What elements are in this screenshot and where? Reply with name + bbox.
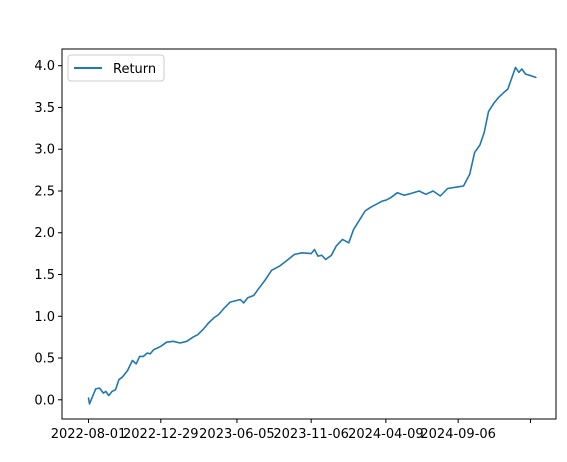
x-tick-label: 2023-11-06 xyxy=(273,427,349,442)
x-tick-label: 2022-12-29 xyxy=(123,427,199,442)
y-tick-label: 3.0 xyxy=(34,143,55,158)
x-tick-label: 2023-06-05 xyxy=(199,427,275,442)
x-tick-label: 2024-09-06 xyxy=(420,427,496,442)
y-tick-label: 1.0 xyxy=(34,310,55,325)
y-tick-label: 0.5 xyxy=(34,352,55,367)
y-tick-label: 2.0 xyxy=(34,226,55,241)
legend-box xyxy=(67,54,165,82)
plot-area-frame xyxy=(61,48,557,420)
y-tick-label: 4.0 xyxy=(34,59,55,74)
y-axis: 0.0 0.5 1.0 1.5 2.0 2.5 3.0 3.5 4.0 xyxy=(34,59,62,408)
x-tick-label: 2022-08-01 xyxy=(51,427,127,442)
legend-label-return: Return xyxy=(113,62,156,77)
y-tick-label: 0.0 xyxy=(34,393,55,408)
y-tick-label: 1.5 xyxy=(34,268,55,283)
x-tick-label: 2024-04-09 xyxy=(348,427,424,442)
legend: Return xyxy=(67,54,165,82)
y-tick-label: 3.5 xyxy=(34,101,55,116)
series-line-return xyxy=(87,66,537,405)
y-tick-label: 2.5 xyxy=(34,184,55,199)
